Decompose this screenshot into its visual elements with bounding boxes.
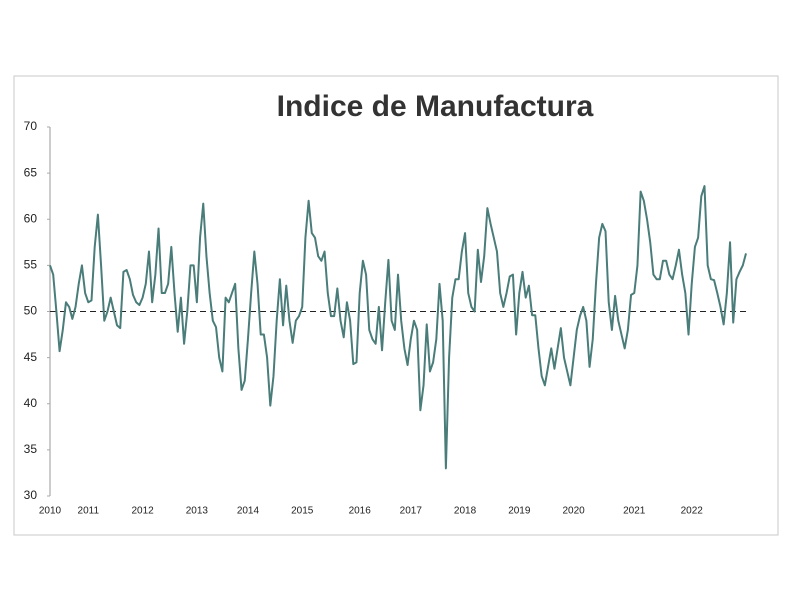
x-tick-label: 2022 (681, 506, 704, 517)
x-tick-label: 2018 (454, 506, 477, 517)
x-tick-label: 2010 (39, 506, 62, 517)
y-tick-label: 70 (24, 119, 38, 133)
y-tick-label: 55 (24, 258, 38, 272)
x-tick-label: 2014 (237, 506, 260, 517)
chart-title: Indice de Manufactura (277, 90, 594, 123)
x-tick-label: 2021 (623, 506, 646, 517)
y-tick-label: 50 (24, 304, 38, 318)
x-tick-label: 2017 (400, 506, 423, 517)
y-tick-label: 30 (24, 488, 38, 502)
x-tick-label: 2015 (291, 506, 314, 517)
y-tick-label: 60 (24, 211, 38, 225)
x-tick-label: 2019 (508, 506, 531, 517)
x-tick-label: 2011 (78, 506, 100, 517)
x-tick-label: 2016 (349, 506, 372, 517)
y-tick-label: 45 (24, 350, 38, 364)
y-tick-label: 40 (24, 396, 38, 410)
x-tick-label: 2013 (186, 506, 209, 517)
y-tick-label: 65 (24, 165, 38, 179)
y-tick-label: 35 (24, 442, 38, 456)
x-tick-label: 2020 (562, 506, 585, 517)
series-line (49, 185, 747, 470)
x-tick-label: 2012 (131, 506, 154, 517)
